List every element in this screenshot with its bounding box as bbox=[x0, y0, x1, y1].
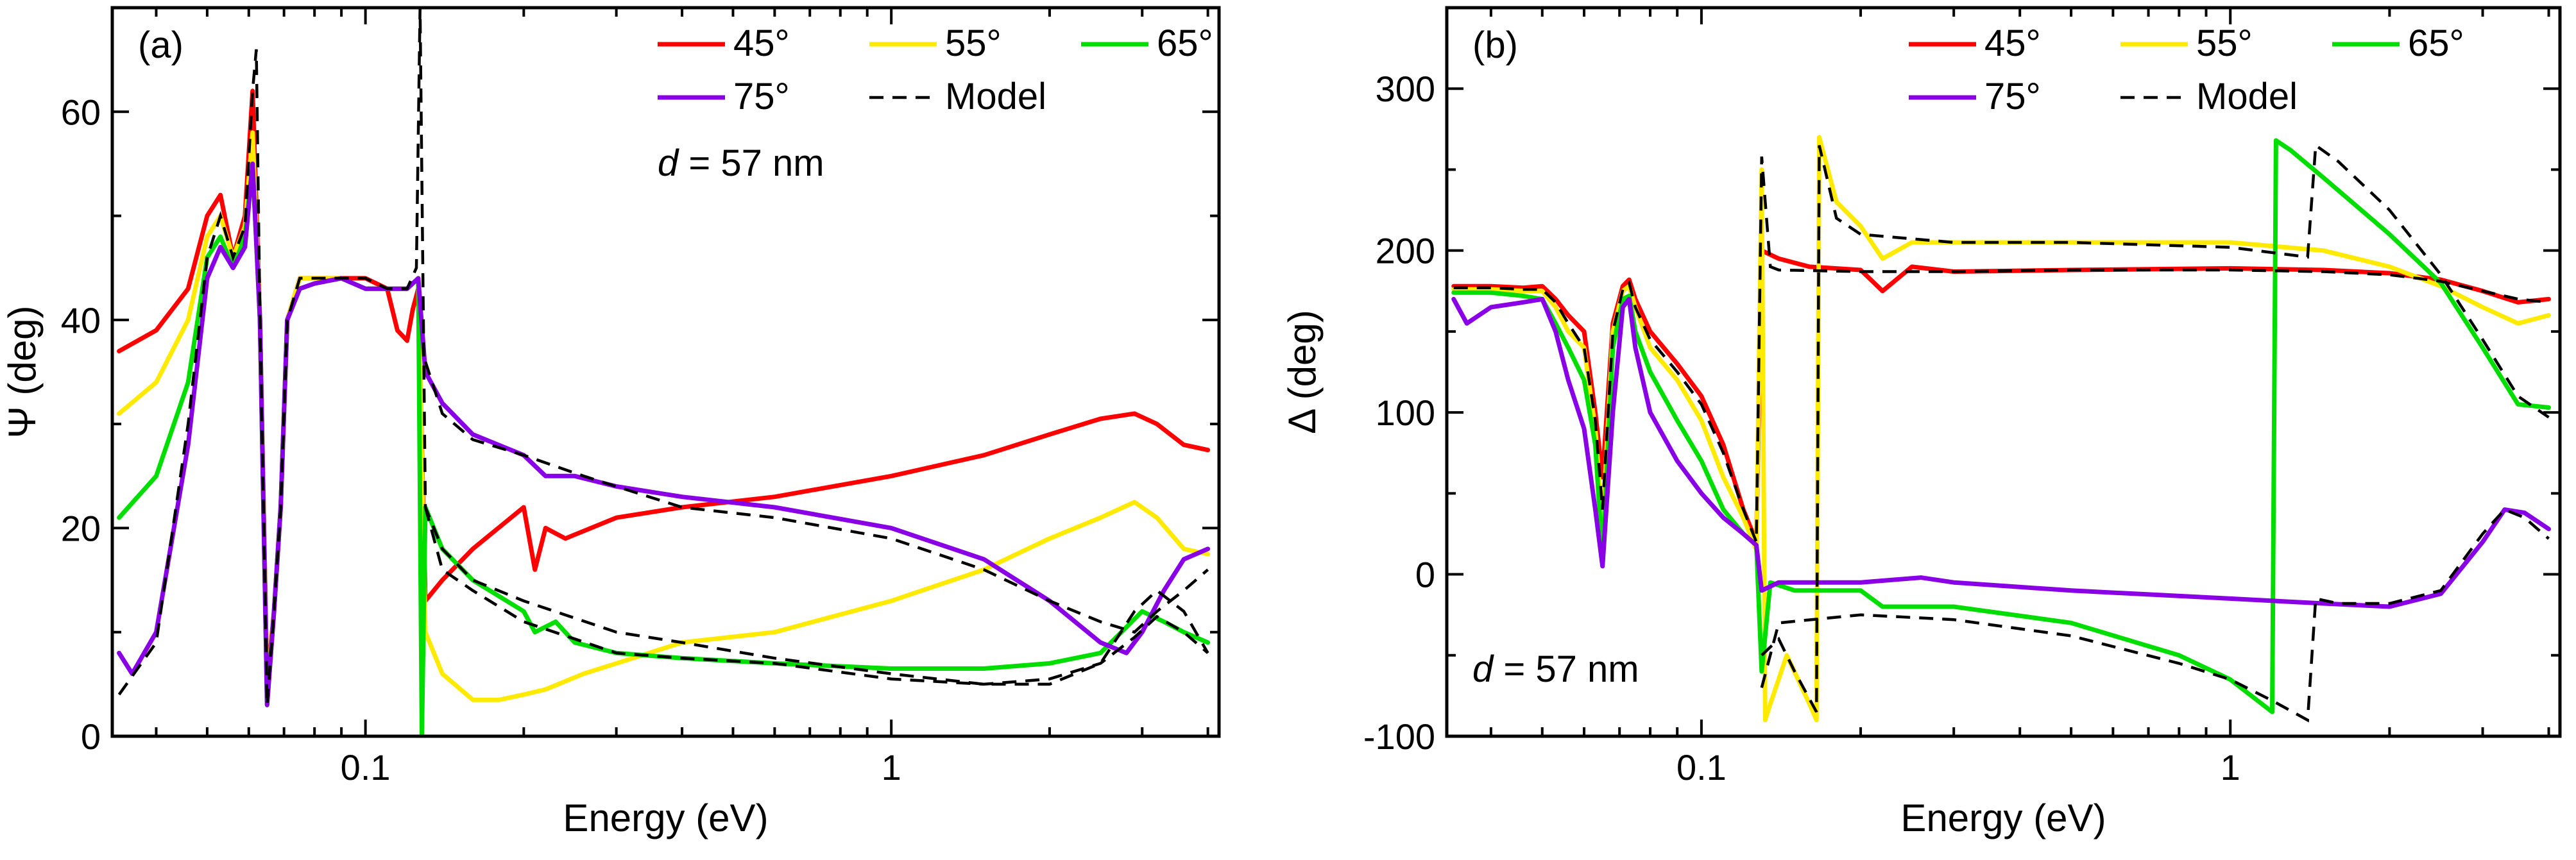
series-line-1 bbox=[1451, 135, 2551, 723]
legend-label: Model bbox=[945, 76, 1046, 117]
series-group bbox=[117, 8, 1211, 736]
model-line-5 bbox=[1761, 142, 2550, 713]
legend: 45° 55° 65° 75° Model bbox=[658, 22, 1213, 117]
legend-label: 45° bbox=[733, 22, 790, 64]
x-axis-label: Energy (eV) bbox=[563, 797, 768, 839]
y-tick-label: 0 bbox=[81, 716, 101, 757]
panel-label: (a) bbox=[138, 24, 183, 66]
model-line-4 bbox=[1453, 156, 2549, 543]
legend-label: 75° bbox=[733, 76, 790, 117]
series-line-3 bbox=[1451, 296, 2551, 609]
plot-frame bbox=[110, 6, 1221, 738]
legend-label: 65° bbox=[2408, 22, 2464, 64]
legend-label: Model bbox=[2196, 76, 2298, 117]
panel-b: 0.1 1 -100 0 100 200 300 Energy (eV) Δ (deg) (b) 4… bbox=[1281, 6, 2562, 839]
model-line-6 bbox=[1760, 507, 2550, 723]
panel-a: 0.1 1 0 20 40 60 Energy (eV) Ψ (deg) (a) 45° 55° 65… bbox=[1, 6, 1221, 839]
thickness-annotation: d = 57 nm bbox=[1472, 648, 1639, 690]
y-tick-label: 200 bbox=[1376, 231, 1435, 271]
x-tick-label: 0.1 bbox=[1676, 747, 1727, 788]
x-tick-label: 1 bbox=[882, 747, 901, 788]
legend-label: 45° bbox=[1984, 22, 2041, 64]
y-axis-label: Ψ (deg) bbox=[1, 306, 44, 439]
series-group bbox=[1451, 135, 2551, 723]
y-tick-label: 40 bbox=[61, 300, 101, 341]
y-tick-label: 60 bbox=[61, 92, 101, 132]
y-tick-label: 300 bbox=[1376, 69, 1435, 109]
y-tick-label: 20 bbox=[61, 508, 101, 548]
plot-frame bbox=[1445, 6, 2562, 738]
legend-label: 55° bbox=[945, 22, 1002, 64]
y-axis-label: Δ (deg) bbox=[1281, 310, 1324, 434]
y-tick-label: -100 bbox=[1363, 716, 1435, 757]
series-line-0 bbox=[1451, 248, 2551, 544]
model-line-4 bbox=[117, 8, 1209, 705]
x-axis-label: Energy (eV) bbox=[1900, 797, 2106, 839]
legend-label: 55° bbox=[2196, 22, 2253, 64]
legend: 45° 55° 65° 75° Model bbox=[1909, 22, 2464, 117]
x-tick-label: 1 bbox=[2221, 747, 2240, 788]
legend-label: 75° bbox=[1984, 76, 2041, 117]
model-line-6 bbox=[423, 507, 1209, 686]
x-tick-label: 0.1 bbox=[341, 747, 391, 788]
y-tick-label: 100 bbox=[1376, 392, 1435, 433]
y-tick-label: 0 bbox=[1415, 555, 1435, 595]
legend-label: 65° bbox=[1157, 22, 1213, 64]
thickness-annotation: d = 57 nm bbox=[658, 142, 824, 184]
model-line-5 bbox=[423, 361, 1209, 634]
panel-label: (b) bbox=[1472, 24, 1518, 66]
